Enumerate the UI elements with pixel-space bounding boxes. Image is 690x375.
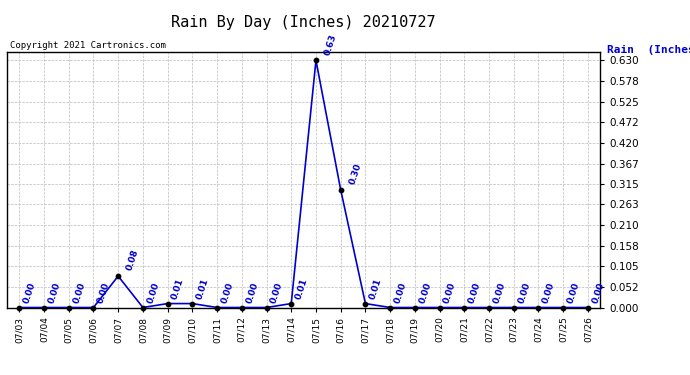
Point <box>14 304 25 310</box>
Text: 0.00: 0.00 <box>72 281 87 305</box>
Text: 0.01: 0.01 <box>195 277 210 301</box>
Point <box>484 304 495 310</box>
Text: 0.00: 0.00 <box>47 281 62 305</box>
Text: Rain  (Inches): Rain (Inches) <box>607 45 690 55</box>
Text: 0.00: 0.00 <box>417 281 433 305</box>
Point <box>187 301 198 307</box>
Text: 0.00: 0.00 <box>244 281 260 305</box>
Point <box>558 304 569 310</box>
Point <box>360 301 371 307</box>
Point <box>39 304 50 310</box>
Point <box>212 304 223 310</box>
Point <box>88 304 99 310</box>
Point <box>459 304 470 310</box>
Point <box>236 304 247 310</box>
Text: Rain By Day (Inches) 20210727: Rain By Day (Inches) 20210727 <box>171 15 436 30</box>
Point <box>533 304 544 310</box>
Text: 0.00: 0.00 <box>269 281 284 305</box>
Text: 0.00: 0.00 <box>442 281 457 305</box>
Point <box>112 273 124 279</box>
Text: Copyright 2021 Cartronics.com: Copyright 2021 Cartronics.com <box>10 41 166 50</box>
Text: 0.00: 0.00 <box>492 281 507 305</box>
Point <box>509 304 520 310</box>
Point <box>434 304 445 310</box>
Text: 0.00: 0.00 <box>146 281 161 305</box>
Text: 0.00: 0.00 <box>96 281 112 305</box>
Point <box>335 187 346 193</box>
Text: 0.00: 0.00 <box>220 281 235 305</box>
Text: 0.01: 0.01 <box>368 277 384 301</box>
Text: 0.00: 0.00 <box>517 281 532 305</box>
Point <box>409 304 420 310</box>
Text: 0.01: 0.01 <box>294 277 309 301</box>
Text: 0.00: 0.00 <box>22 281 37 305</box>
Text: 0.00: 0.00 <box>541 281 557 305</box>
Text: 0.00: 0.00 <box>467 281 482 305</box>
Point <box>261 304 272 310</box>
Point <box>162 301 173 307</box>
Text: 0.01: 0.01 <box>170 277 186 301</box>
Text: 0.08: 0.08 <box>125 248 141 272</box>
Point <box>310 57 322 63</box>
Text: 0.00: 0.00 <box>393 281 408 305</box>
Point <box>286 301 297 307</box>
Point <box>582 304 593 310</box>
Text: 0.00: 0.00 <box>591 281 606 305</box>
Text: 0.00: 0.00 <box>566 281 581 305</box>
Text: 0.63: 0.63 <box>323 33 338 56</box>
Point <box>137 304 148 310</box>
Text: 0.30: 0.30 <box>348 162 363 186</box>
Point <box>63 304 75 310</box>
Point <box>384 304 395 310</box>
